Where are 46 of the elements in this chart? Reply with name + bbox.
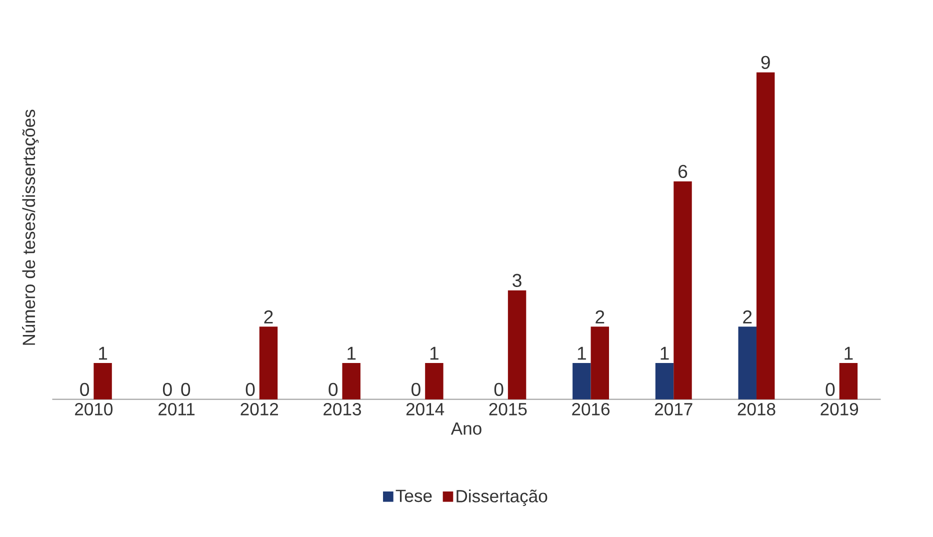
data-label: 0 [80,382,90,396]
x-tick-label: 2010 [75,402,113,416]
data-label: 2 [596,310,604,324]
data-label: 0 [494,382,504,396]
legend-label: Tese [396,490,432,502]
x-tick-label: 2019 [820,402,858,416]
bar [508,290,526,400]
data-label: 1 [99,346,108,360]
legend-label: Dissertação [456,489,548,506]
bar [738,326,756,400]
bar [839,362,858,400]
bar [259,326,278,400]
x-tick-label: 2017 [654,402,692,416]
data-label: 1 [578,346,586,360]
data-label: 2 [264,310,273,324]
data-label: 0 [412,382,420,396]
data-label: 2 [743,310,752,324]
bar [674,181,692,400]
x-tick-label: 2012 [240,402,278,416]
data-label: 1 [430,346,438,360]
data-label: 3 [512,274,522,287]
x-tick-label: 2014 [406,402,444,416]
data-label: 1 [844,346,853,360]
bar [342,362,360,400]
data-label: 0 [826,382,835,396]
data-label: 0 [181,382,190,396]
bar [590,326,610,400]
x-tick-label: 2011 [158,402,195,416]
data-label: 0 [246,382,255,396]
bar [655,362,674,400]
data-label: 0 [328,382,338,396]
bar [94,362,112,400]
bar [756,72,775,400]
data-label: 6 [678,164,688,178]
x-tick-label: 2018 [738,402,776,416]
bar [425,362,444,400]
x-tick-label: 2016 [572,402,610,416]
data-label: 1 [348,346,356,360]
x-axis-title: Ano [450,422,482,435]
data-label: 9 [761,56,770,69]
y-axis-title: Número de teses/dissertações [22,110,39,345]
data-label: 1 [660,346,669,360]
bar [572,362,591,400]
x-tick-label: 2013 [324,402,361,416]
x-tick-label: 2015 [489,402,527,416]
data-label: 0 [162,382,172,396]
